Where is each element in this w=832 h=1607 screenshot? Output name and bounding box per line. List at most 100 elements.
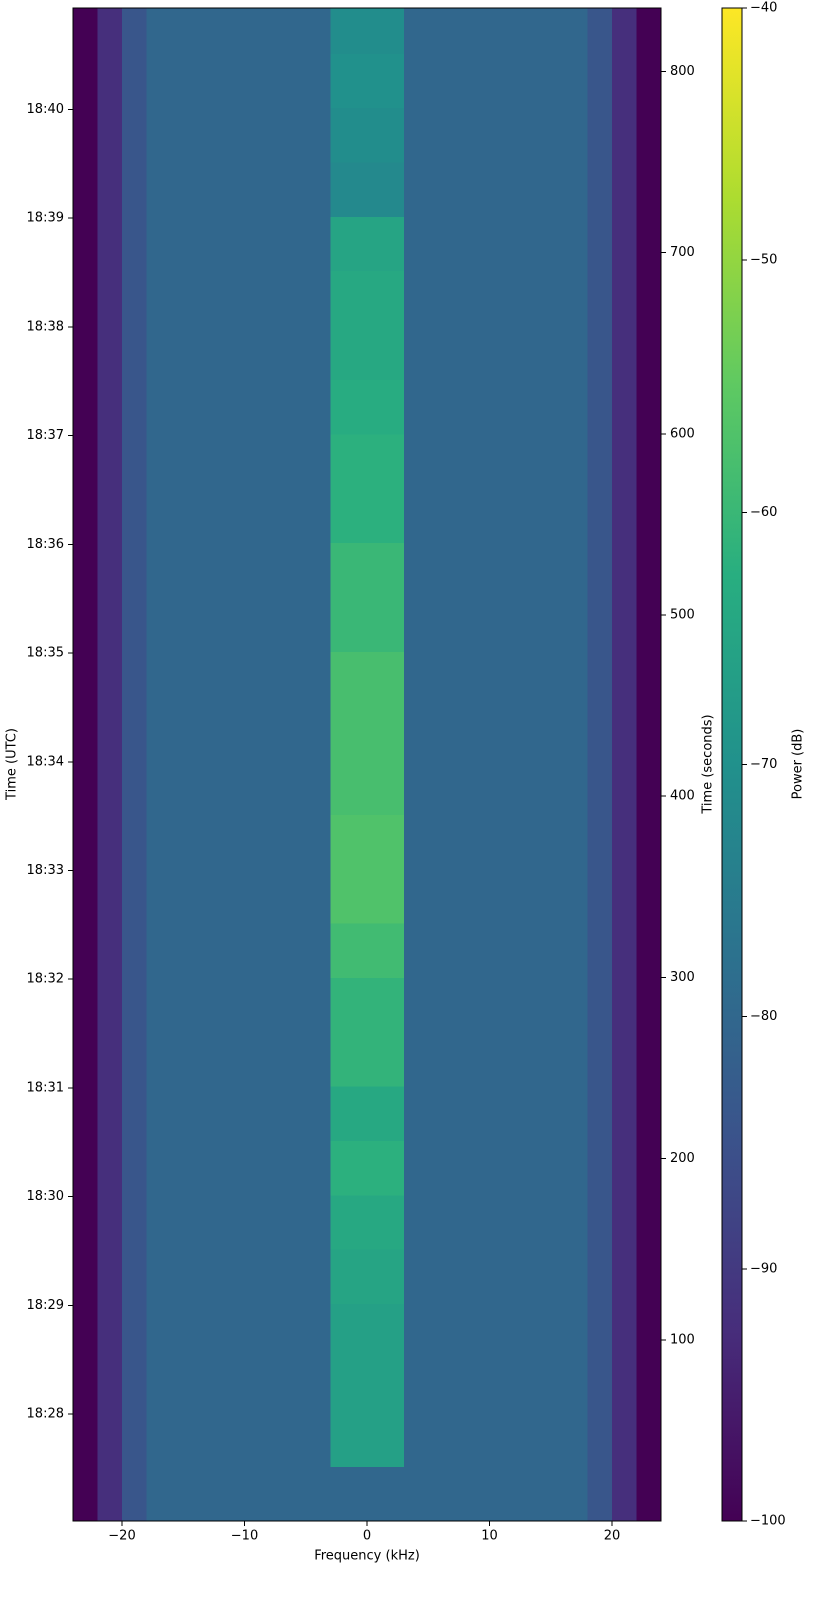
- heatmap-cell: [122, 1412, 147, 1468]
- heatmap-cell: [636, 488, 662, 544]
- heatmap-cell: [587, 53, 613, 109]
- y-tick-label: 18:37: [27, 428, 64, 443]
- heatmap-cell: [587, 759, 613, 815]
- heatmap-cell: [146, 1140, 331, 1196]
- heatmap-cell: [612, 814, 637, 870]
- heatmap-cell: [612, 379, 637, 435]
- heatmap-cell: [97, 542, 123, 598]
- heatmap-cell: [612, 977, 637, 1033]
- heatmap-cell: [330, 596, 405, 652]
- heatmap-cell: [146, 1031, 331, 1087]
- colorbar-tick-label: −50: [750, 253, 777, 268]
- heatmap-cell: [587, 1086, 613, 1141]
- heatmap-cell: [146, 1086, 331, 1141]
- heatmap-cell: [636, 1194, 662, 1250]
- heatmap-cell: [636, 270, 662, 326]
- heatmap-cell: [403, 488, 588, 544]
- x-tick-label: 0: [363, 1529, 371, 1544]
- heatmap-cell: [403, 1194, 588, 1250]
- heatmap-cell: [587, 651, 613, 707]
- heatmap-cell: [97, 379, 123, 435]
- x-tick-label: −20: [108, 1529, 135, 1544]
- heatmap-cells: [73, 8, 662, 1522]
- heatmap-cell: [73, 759, 98, 815]
- heatmap-cell: [636, 1466, 662, 1522]
- heatmap-cell: [330, 1466, 405, 1522]
- heatmap-cell: [403, 923, 588, 978]
- heatmap-cell: [612, 923, 637, 978]
- heatmap-cell: [73, 1466, 98, 1522]
- heatmap-cell: [73, 1031, 98, 1087]
- heatmap-cell: [330, 705, 405, 761]
- heatmap-cell: [97, 162, 123, 217]
- y2-tick-label: 400: [670, 789, 695, 804]
- heatmap-cell: [612, 1303, 637, 1359]
- heatmap-cell: [97, 977, 123, 1033]
- heatmap-cell: [146, 270, 331, 326]
- heatmap-cell: [403, 1466, 588, 1522]
- y-tick-label: 18:36: [27, 537, 64, 552]
- heatmap-cell: [146, 596, 331, 652]
- x-tick-label: −10: [231, 1529, 258, 1544]
- heatmap-cell: [97, 1194, 123, 1250]
- heatmap-cell: [403, 1086, 588, 1141]
- colorbar: [721, 7, 743, 1522]
- heatmap-cell: [73, 433, 98, 489]
- heatmap-cell: [612, 488, 637, 544]
- heatmap-cell: [330, 1412, 405, 1468]
- heatmap-cell: [146, 977, 331, 1033]
- colorbar-tick-label: −100: [750, 1514, 786, 1529]
- heatmap-cell: [330, 1031, 405, 1087]
- heatmap-cell: [97, 216, 123, 272]
- heatmap-cell: [73, 1412, 98, 1468]
- heatmap-cell: [403, 1140, 588, 1196]
- heatmap-cell: [122, 868, 147, 924]
- colorbar-label: Power (dB): [791, 729, 806, 800]
- heatmap-cell: [146, 488, 331, 544]
- heatmap-cell: [73, 53, 98, 109]
- heatmap-cell: [97, 651, 123, 707]
- heatmap-cell: [587, 8, 613, 54]
- heatmap-cell: [587, 1357, 613, 1413]
- heatmap-cell: [636, 1303, 662, 1359]
- heatmap-cell: [97, 923, 123, 978]
- heatmap-cell: [330, 1357, 405, 1413]
- heatmap-cell: [146, 107, 331, 163]
- heatmap-cell: [587, 705, 613, 761]
- heatmap-cell: [612, 759, 637, 815]
- heatmap-cell: [587, 379, 613, 435]
- heatmap-cell: [403, 53, 588, 109]
- heatmap-cell: [97, 1140, 123, 1196]
- heatmap-cell: [146, 1412, 331, 1468]
- heatmap-cell: [97, 8, 123, 54]
- x-tick-label: 20: [604, 1529, 621, 1544]
- heatmap-cell: [97, 270, 123, 326]
- heatmap-cell: [97, 107, 123, 163]
- heatmap-cell: [73, 1357, 98, 1413]
- heatmap-cell: [403, 379, 588, 435]
- heatmap-cell: [146, 216, 331, 272]
- heatmap-cell: [73, 651, 98, 707]
- heatmap-cell: [612, 542, 637, 598]
- heatmap-cell: [122, 977, 147, 1033]
- heatmap-cell: [587, 325, 613, 380]
- heatmap-cell: [587, 814, 613, 870]
- heatmap-cell: [587, 1140, 613, 1196]
- heatmap-cell: [612, 1031, 637, 1087]
- heatmap-cell: [636, 542, 662, 598]
- y-tick-label: 18:30: [27, 1189, 64, 1204]
- heatmap-cell: [122, 1303, 147, 1359]
- heatmap-cell: [403, 651, 588, 707]
- x-tick-label: 10: [481, 1529, 498, 1544]
- x-axis-label: Frequency (kHz): [314, 1549, 420, 1564]
- heatmap-cell: [122, 596, 147, 652]
- heatmap-cell: [97, 596, 123, 652]
- heatmap-cell: [73, 107, 98, 163]
- heatmap-cell: [636, 8, 662, 54]
- heatmap-cell: [403, 216, 588, 272]
- heatmap-cell: [146, 814, 331, 870]
- heatmap-cell: [97, 705, 123, 761]
- heatmap-cell: [587, 433, 613, 489]
- heatmap-cell: [146, 325, 331, 380]
- heatmap-cell: [612, 1086, 637, 1141]
